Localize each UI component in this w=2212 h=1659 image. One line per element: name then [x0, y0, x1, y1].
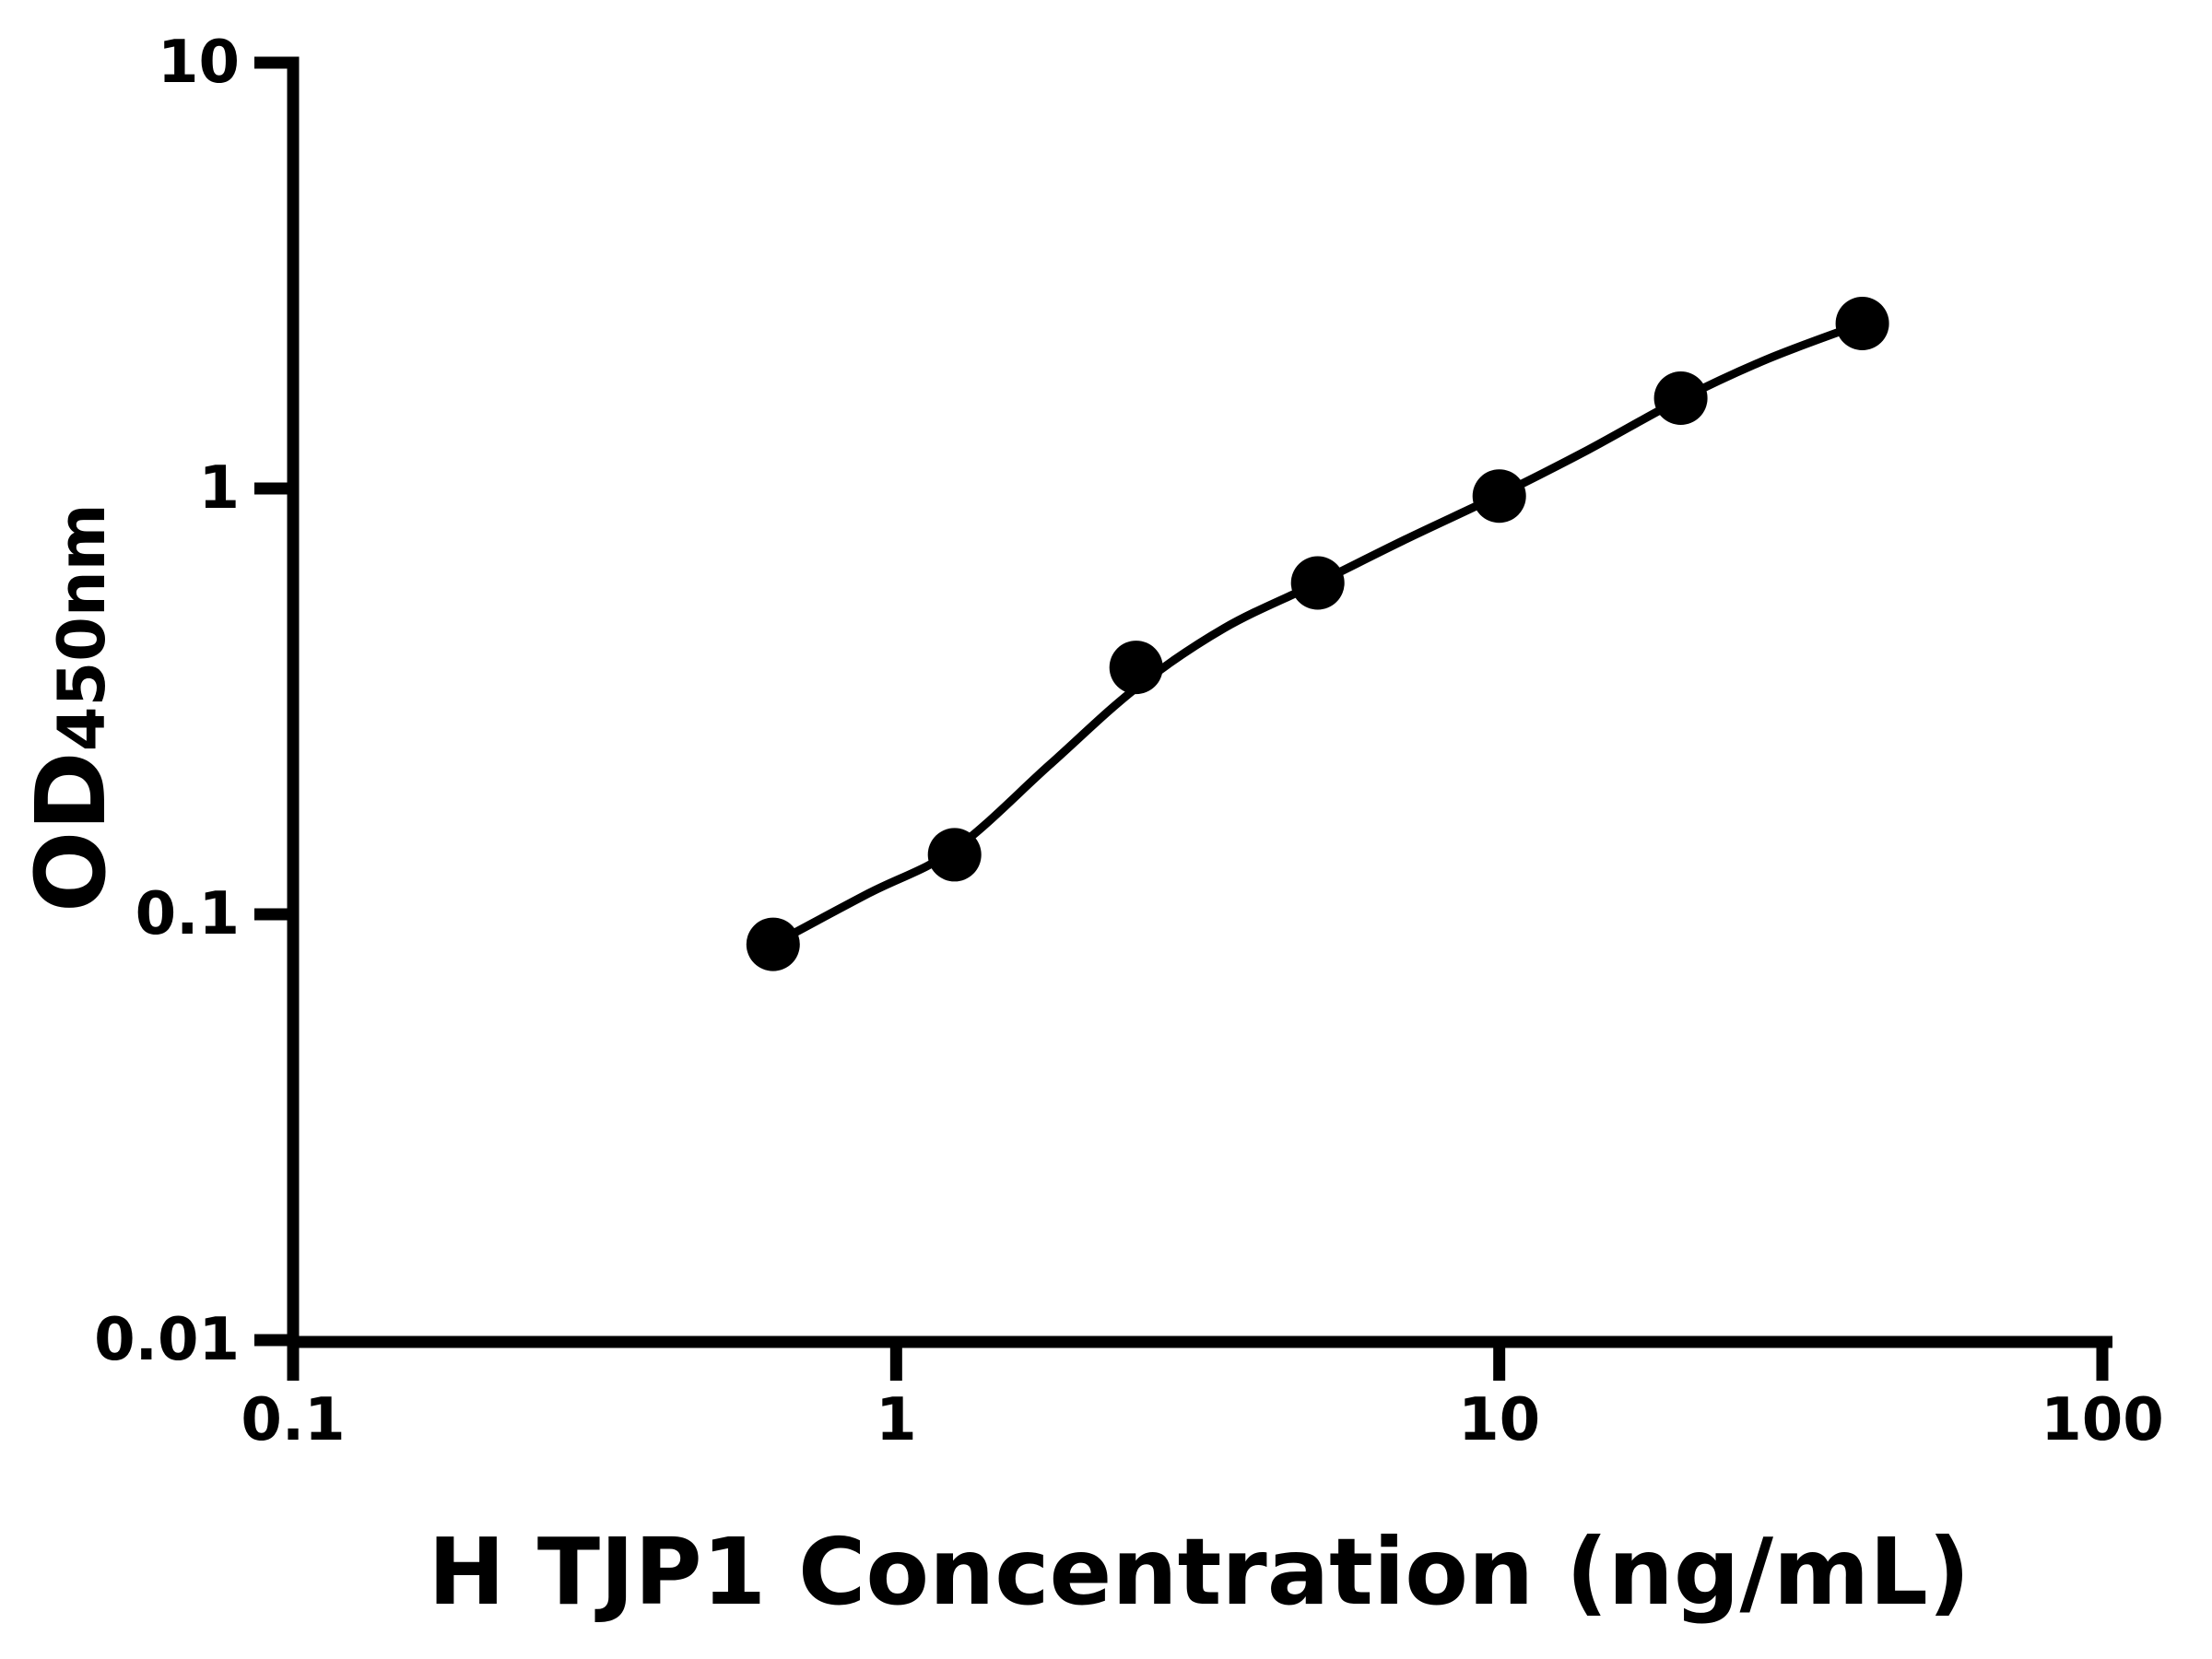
y-tick-label: 0.01	[94, 1306, 240, 1374]
data-point	[746, 917, 800, 971]
data-point	[1109, 641, 1163, 695]
plot-area	[746, 297, 1889, 971]
data-point	[927, 828, 982, 882]
data-point	[1835, 297, 1889, 350]
data-point	[1472, 469, 1526, 524]
y-axis-ticks: 10 1 0.1 0.01	[94, 29, 293, 1374]
y-tick-label: 10	[158, 29, 240, 97]
x-tick-label: 0.1	[241, 1386, 345, 1454]
data-point	[1653, 371, 1708, 425]
y-axis-title: OD450nm	[15, 503, 127, 912]
axes-spines	[287, 56, 2112, 1348]
x-tick-label: 1	[876, 1386, 917, 1454]
data-point	[1290, 556, 1345, 610]
y-axis-title-sub: 450nm	[44, 503, 120, 751]
x-axis-ticks: 0.1 1 10 100	[241, 1342, 2164, 1454]
y-tick-label: 0.1	[135, 880, 240, 948]
x-tick-label: 10	[1458, 1386, 1540, 1454]
x-tick-label: 100	[2041, 1386, 2164, 1454]
y-axis-title-main: OD	[15, 751, 127, 912]
y-tick-label: 1	[198, 454, 240, 523]
x-axis-title: H TJP1 Concentration (ng/mL)	[428, 1518, 1970, 1626]
